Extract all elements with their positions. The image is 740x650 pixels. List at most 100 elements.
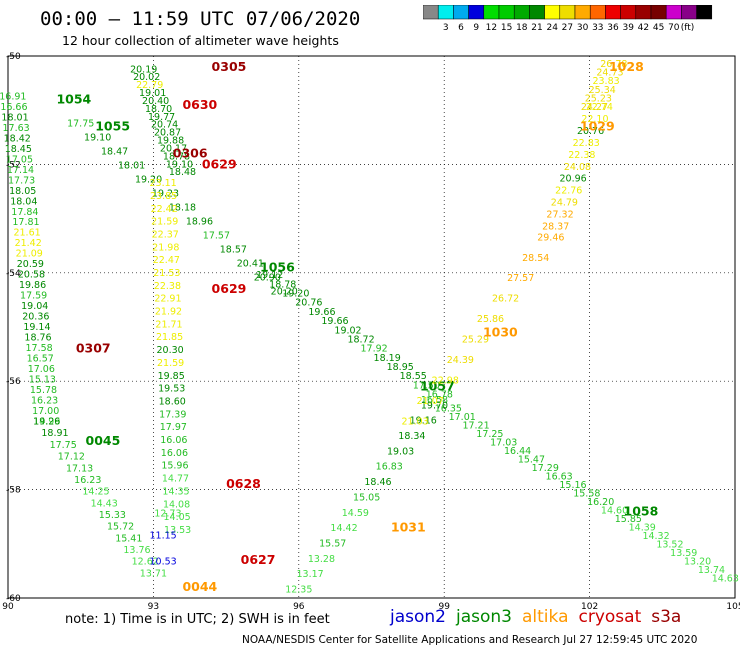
swh-value: 20.76	[577, 126, 604, 137]
swh-value: 19.16	[410, 416, 437, 427]
swh-value: 14.25	[82, 487, 109, 498]
swh-value: 18.78	[163, 151, 190, 162]
swh-value: 24.08	[564, 162, 591, 173]
swh-value: 24.39	[447, 355, 474, 366]
swh-value: 19.77	[148, 112, 175, 123]
swh-value: 18.95	[387, 362, 414, 373]
swh-value: 17.75	[50, 440, 77, 451]
swh-value: 15.41	[115, 533, 142, 544]
swh-value: 22.98	[432, 376, 459, 387]
swh-value: 25.23	[585, 94, 612, 105]
swh-value: 13.76	[123, 545, 150, 556]
swh-value: 19.12	[256, 270, 283, 281]
pass-time-label: 0630	[182, 97, 217, 112]
colorbar-tick-label: 42	[638, 23, 649, 33]
swh-value: 16.66	[0, 102, 27, 113]
x-tick-label: 102	[581, 602, 598, 610]
colorbar-tick-label: 36	[607, 23, 619, 33]
swh-value: 21.09	[16, 249, 43, 260]
swh-value: 13.53	[164, 525, 191, 536]
swh-value: 22.76	[555, 186, 582, 197]
swh-value: 17.92	[361, 344, 388, 355]
swh-value: 15.96	[161, 461, 188, 472]
swh-value: 19.02	[334, 325, 361, 336]
swh-value: 20.19	[130, 64, 157, 75]
swh-value: 25.86	[477, 314, 504, 325]
swh-value: 14.05	[163, 512, 190, 523]
swh-value: 19.53	[158, 384, 185, 395]
swh-value: 18.45	[5, 144, 32, 155]
pass-time-label: 1031	[391, 520, 426, 535]
swh-value: 19.04	[21, 301, 48, 312]
swh-value: 19.20	[282, 289, 309, 300]
swh-value: 15.78	[30, 385, 57, 396]
swh-value: 21.07	[417, 396, 444, 407]
legend-jason3: jason3	[456, 607, 512, 627]
swh-value: 15.57	[319, 539, 346, 550]
swh-value: 21.59	[151, 217, 178, 228]
swh-value: 18.01	[118, 160, 145, 171]
swh-value: 14.35	[162, 486, 189, 497]
swh-value: 13.20	[684, 557, 711, 568]
swh-value: 20.17	[160, 143, 187, 154]
swh-value: 20.76	[295, 298, 322, 309]
pass-time-label: 1056	[260, 259, 295, 274]
pass-time-label: 1029	[580, 118, 615, 133]
legend-s3a: s3a	[651, 607, 682, 627]
swh-value: 21.85	[156, 332, 183, 343]
swh-value: 19.01	[139, 88, 166, 99]
altimeter-plot: 90939699102105-50-52-54-56-58-6016.9116.…	[0, 52, 740, 610]
swh-value: 20.96	[560, 174, 587, 185]
swh-value: 24.79	[551, 198, 578, 209]
swh-value: 22.38	[154, 281, 181, 292]
swh-value: 25.34	[589, 85, 616, 96]
y-tick-label: -58	[6, 486, 21, 496]
swh-value: 15.47	[518, 455, 545, 466]
swh-value: 19.03	[387, 446, 414, 457]
swh-value: 24.73	[596, 68, 623, 79]
swh-value: 17.13	[66, 463, 93, 474]
pass-time-label: 0305	[212, 59, 247, 74]
swh-value: 28.37	[542, 221, 569, 232]
swh-value: 18.01	[1, 112, 28, 123]
swh-value: 21.71	[155, 319, 182, 330]
swh-value: 21.42	[15, 238, 42, 249]
swh-value: 13.28	[308, 554, 335, 565]
colorbar-tick-label: 70	[668, 23, 680, 33]
swh-value: 17.00	[32, 406, 59, 417]
swh-value: 14.32	[642, 531, 669, 542]
swh-value: 19.86	[19, 280, 46, 291]
swh-value: 19.20	[135, 174, 162, 185]
swh-value: 17.12	[58, 452, 85, 463]
swh-value: 12.62	[132, 557, 159, 568]
page-title: 00:00 – 11:59 UTC 07/06/2020	[40, 8, 361, 30]
x-tick-label: 105	[726, 602, 740, 610]
swh-value: 24.27	[581, 102, 608, 113]
swh-value: 19.66	[308, 307, 335, 318]
x-tick-label: 90	[2, 602, 14, 610]
swh-value: 16.78	[426, 389, 453, 400]
swh-value: 22.74	[586, 102, 613, 113]
swh-value: 16.44	[504, 446, 531, 457]
colorbar-tick-label: 15	[501, 23, 512, 33]
swh-value: 20.36	[22, 312, 49, 323]
swh-value: 21.98	[152, 242, 179, 253]
pass-time-label: 0628	[226, 476, 261, 491]
pass-time-label: 1030	[483, 324, 518, 339]
swh-value: 15.33	[99, 510, 126, 521]
swh-value: 18.42	[4, 133, 31, 144]
swh-value: 15.85	[615, 514, 642, 525]
swh-value: 16.35	[435, 403, 462, 414]
swh-value: 28.54	[522, 253, 549, 264]
swh-value: 11.15	[149, 530, 176, 541]
swh-value: 18.55	[400, 371, 427, 382]
swh-value: 16.20	[587, 497, 614, 508]
y-tick-label: -60	[6, 594, 21, 604]
swh-value: 18.72	[347, 334, 374, 345]
colorbar-tick-label: 21	[531, 23, 542, 33]
swh-value: 22.79	[136, 80, 163, 91]
swh-value: 14.99	[33, 417, 60, 428]
swh-value: 15.16	[559, 480, 586, 491]
swh-value: 17.06	[28, 364, 55, 375]
swh-value: 26.78	[600, 59, 627, 70]
